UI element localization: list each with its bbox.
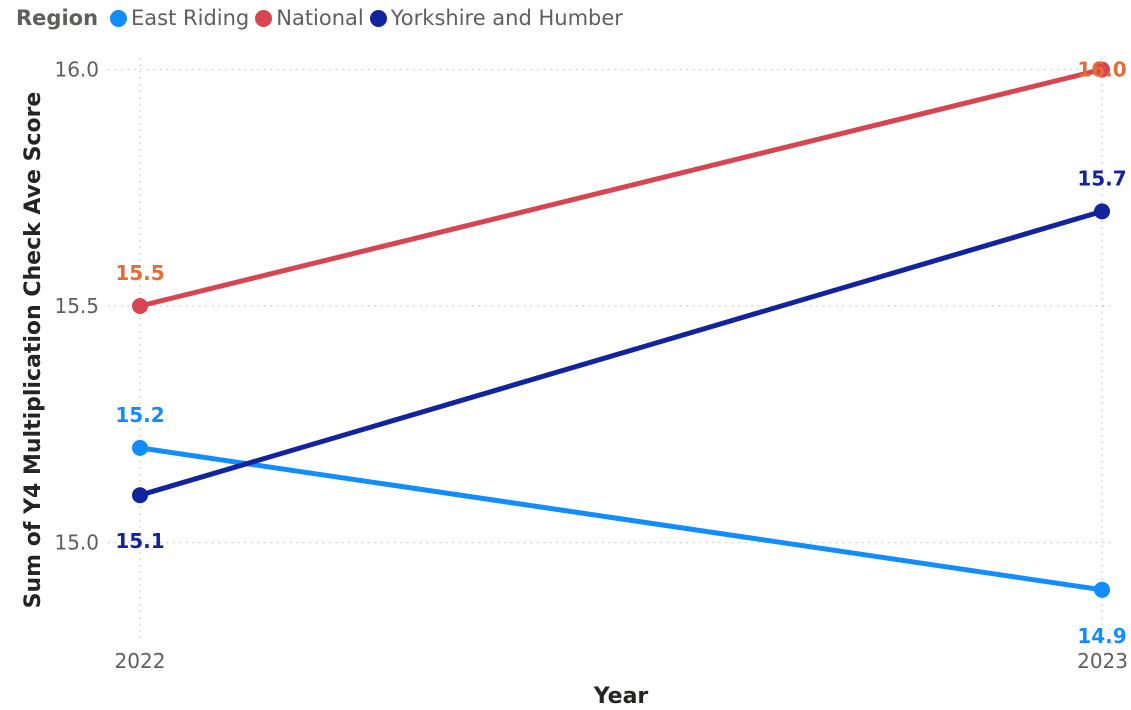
legend-item-national[interactable]: National	[255, 6, 364, 30]
legend-title: Region	[16, 6, 99, 30]
x-tick-label-2022: 2022	[115, 649, 166, 673]
y-tick-label-15-0: 15.0	[54, 531, 99, 555]
y-axis-ticks: 15.0 15.5 16.0	[54, 58, 99, 555]
series-line-national[interactable]	[137, 67, 1105, 309]
data-point-east-riding-2022[interactable]	[132, 439, 148, 456]
data-point-yorkshire-and-humber-2023[interactable]	[1094, 203, 1110, 220]
y-tick-label-16-0: 16.0	[54, 58, 99, 82]
series-line-yorkshire-and-humber[interactable]	[137, 208, 1105, 498]
data-label-national-2023: 16.0	[1077, 58, 1126, 82]
series-lines	[132, 61, 1110, 598]
legend-label-east-riding: East Riding	[131, 6, 250, 30]
legend-item-yorkshire-and-humber[interactable]: Yorkshire and Humber	[369, 6, 623, 30]
series-line-east-riding[interactable]	[137, 445, 1105, 593]
data-label-national-2022: 15.5	[115, 261, 164, 285]
legend-marker-yorkshire-and-humber	[369, 9, 387, 27]
legend-label-yorkshire-and-humber: Yorkshire and Humber	[390, 6, 623, 30]
data-point-east-riding-2023[interactable]	[1094, 581, 1110, 598]
data-point-national-2022[interactable]	[132, 298, 148, 314]
x-axis-ticks: 2022 2023	[115, 649, 1128, 673]
data-label-east-riding-2023: 14.9	[1077, 624, 1126, 648]
data-label-yorkshire-and-humber-2023: 15.7	[1077, 166, 1126, 190]
legend-marker-national	[255, 9, 273, 27]
y-tick-label-15-5: 15.5	[54, 294, 99, 318]
x-tick-label-2023: 2023	[1077, 649, 1128, 673]
legend-marker-east-riding	[110, 9, 128, 27]
legend-label-national: National	[276, 6, 364, 30]
data-point-national-2023[interactable]	[1094, 61, 1110, 78]
gridlines	[108, 58, 1112, 640]
y-axis-title: Sum of Y4 Multiplication Check Ave Score	[21, 92, 46, 609]
legend-item-east-riding[interactable]: East Riding	[110, 6, 249, 30]
data-labels: 15.2 14.9 15.5 16.0 15.1 15.7	[115, 58, 1126, 648]
data-label-east-riding-2022: 15.2	[115, 403, 164, 427]
x-axis-title: Year	[593, 684, 649, 709]
data-label-yorkshire-and-humber-2022: 15.1	[115, 529, 164, 553]
legend: Region East Riding National Yorkshire an…	[16, 4, 629, 32]
data-point-yorkshire-and-humber-2022[interactable]	[132, 487, 148, 504]
